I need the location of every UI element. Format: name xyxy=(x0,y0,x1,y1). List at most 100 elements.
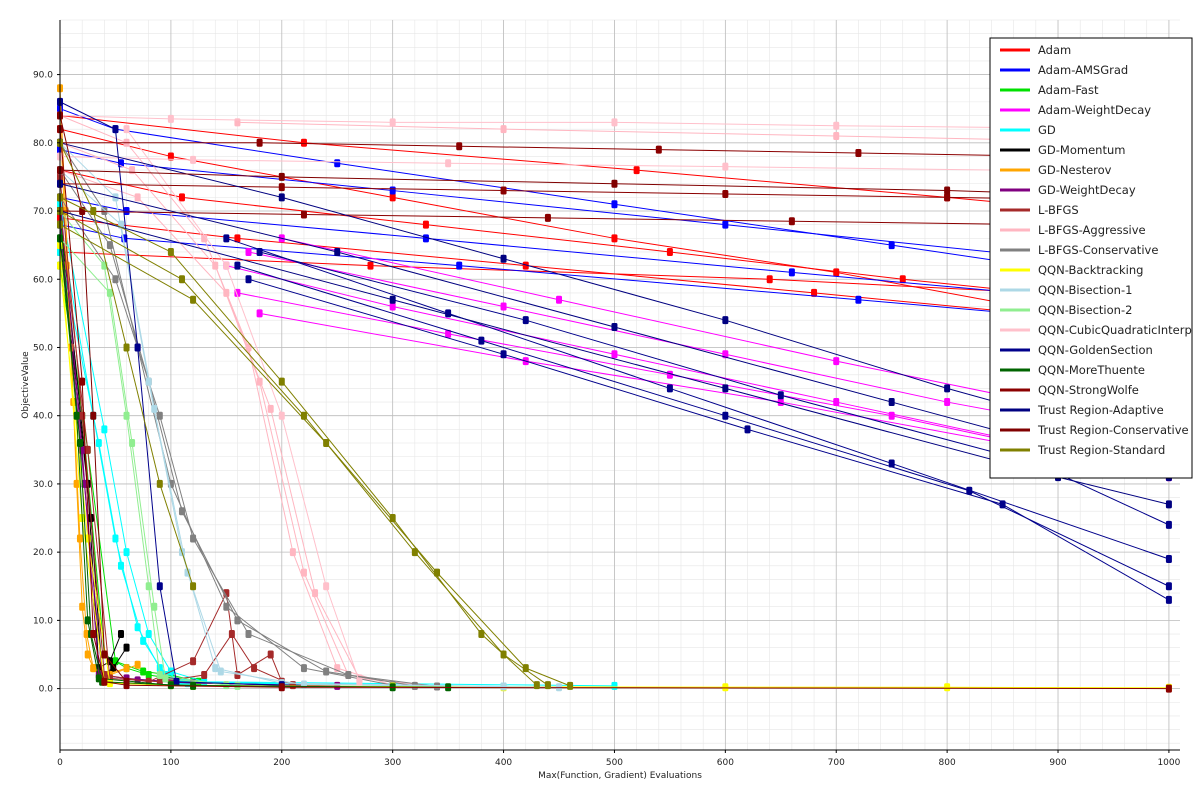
data-point xyxy=(811,288,818,297)
legend-entry: QQN-Bisection-1 xyxy=(1038,283,1132,297)
data-point xyxy=(112,534,119,543)
data-point xyxy=(855,149,862,158)
data-point xyxy=(134,623,141,632)
data-point xyxy=(190,657,197,666)
data-point xyxy=(101,677,108,686)
data-point xyxy=(278,377,285,386)
legend-entry: QQN-Bisection-2 xyxy=(1038,303,1132,317)
data-point xyxy=(655,145,662,154)
data-point xyxy=(79,377,86,386)
y-tick-label: 40.0 xyxy=(33,412,53,422)
data-point xyxy=(323,438,330,447)
data-point xyxy=(156,582,163,591)
y-tick-label: 0.0 xyxy=(39,685,54,695)
x-axis-label: Max(Function, Gradient) Evaluations xyxy=(538,771,702,781)
series-line xyxy=(59,224,338,687)
series-line xyxy=(59,169,438,688)
data-point xyxy=(478,630,485,639)
data-point xyxy=(101,425,108,434)
series-line xyxy=(59,108,1169,287)
x-tick-label: 100 xyxy=(162,758,179,768)
data-point xyxy=(722,384,729,393)
data-point xyxy=(70,398,77,407)
data-point xyxy=(389,193,396,202)
y-tick-label: 60.0 xyxy=(33,275,53,285)
data-point xyxy=(228,630,235,639)
y-axis-label: ObjectiveValue xyxy=(21,351,31,419)
data-point xyxy=(944,193,951,202)
data-point xyxy=(212,261,219,270)
series-qqn-goldensection xyxy=(57,97,1172,690)
data-point xyxy=(888,459,895,468)
data-point xyxy=(722,162,729,171)
data-point xyxy=(217,667,224,676)
data-point xyxy=(500,350,507,359)
x-tick-label: 600 xyxy=(717,758,734,768)
data-point xyxy=(245,247,252,256)
legend-entry: Trust Region-Conservative xyxy=(1037,423,1189,437)
y-tick-label: 70.0 xyxy=(33,207,53,217)
data-point xyxy=(611,681,618,690)
y-tick-label: 90.0 xyxy=(33,71,53,81)
data-point xyxy=(145,377,152,386)
data-point xyxy=(134,343,141,352)
data-point xyxy=(434,568,441,577)
series-line xyxy=(59,142,1170,451)
data-point xyxy=(666,247,673,256)
data-point xyxy=(129,166,136,175)
legend-entry: Adam-AMSGrad xyxy=(1038,63,1128,77)
data-point xyxy=(666,384,673,393)
series-line xyxy=(59,115,1169,130)
data-point xyxy=(167,114,174,123)
y-tick-label: 50.0 xyxy=(33,343,53,353)
data-point xyxy=(788,217,795,226)
data-point xyxy=(134,660,141,669)
data-point xyxy=(722,220,729,229)
data-point xyxy=(134,193,141,202)
data-point xyxy=(300,568,307,577)
data-point xyxy=(500,186,507,195)
legend-items: Adam Adam-AMSGrad Adam-Fast Adam-WeightDeca… xyxy=(1000,43,1200,457)
data-point xyxy=(300,138,307,147)
data-point xyxy=(251,664,258,673)
legend-entry: QQN-CubicQuadraticInterpolation xyxy=(1038,323,1200,337)
data-point xyxy=(90,630,97,639)
series-line xyxy=(59,210,549,686)
data-point xyxy=(833,131,840,140)
x-tick-label: 1000 xyxy=(1157,758,1180,768)
data-point xyxy=(106,241,113,250)
data-point xyxy=(456,142,463,151)
data-point xyxy=(544,213,551,222)
data-point xyxy=(389,295,396,304)
data-point xyxy=(478,336,485,345)
data-point xyxy=(777,398,784,407)
legend-entry: GD-Momentum xyxy=(1038,143,1125,157)
data-point xyxy=(79,602,86,611)
legend-entry: GD-WeightDecay xyxy=(1038,183,1136,197)
data-point xyxy=(156,479,163,488)
data-point xyxy=(256,138,263,147)
data-point xyxy=(389,186,396,195)
data-point xyxy=(90,411,97,420)
data-point xyxy=(944,398,951,407)
data-point xyxy=(167,152,174,161)
series-line xyxy=(59,210,227,686)
data-point xyxy=(522,261,529,270)
data-point xyxy=(422,220,429,229)
data-point xyxy=(190,155,197,164)
series-line xyxy=(59,115,393,686)
data-point xyxy=(323,667,330,676)
data-point xyxy=(611,200,618,209)
data-point xyxy=(888,241,895,250)
series-line xyxy=(59,183,1169,202)
x-tick-label: 400 xyxy=(495,758,512,768)
data-point xyxy=(106,679,113,688)
data-point xyxy=(1165,500,1172,509)
data-point xyxy=(140,636,147,645)
data-point xyxy=(123,677,130,686)
legend-entry: GD-Nesterov xyxy=(1038,163,1112,177)
data-point xyxy=(999,500,1006,509)
data-point xyxy=(84,650,91,659)
data-point xyxy=(278,193,285,202)
data-point xyxy=(855,295,862,304)
